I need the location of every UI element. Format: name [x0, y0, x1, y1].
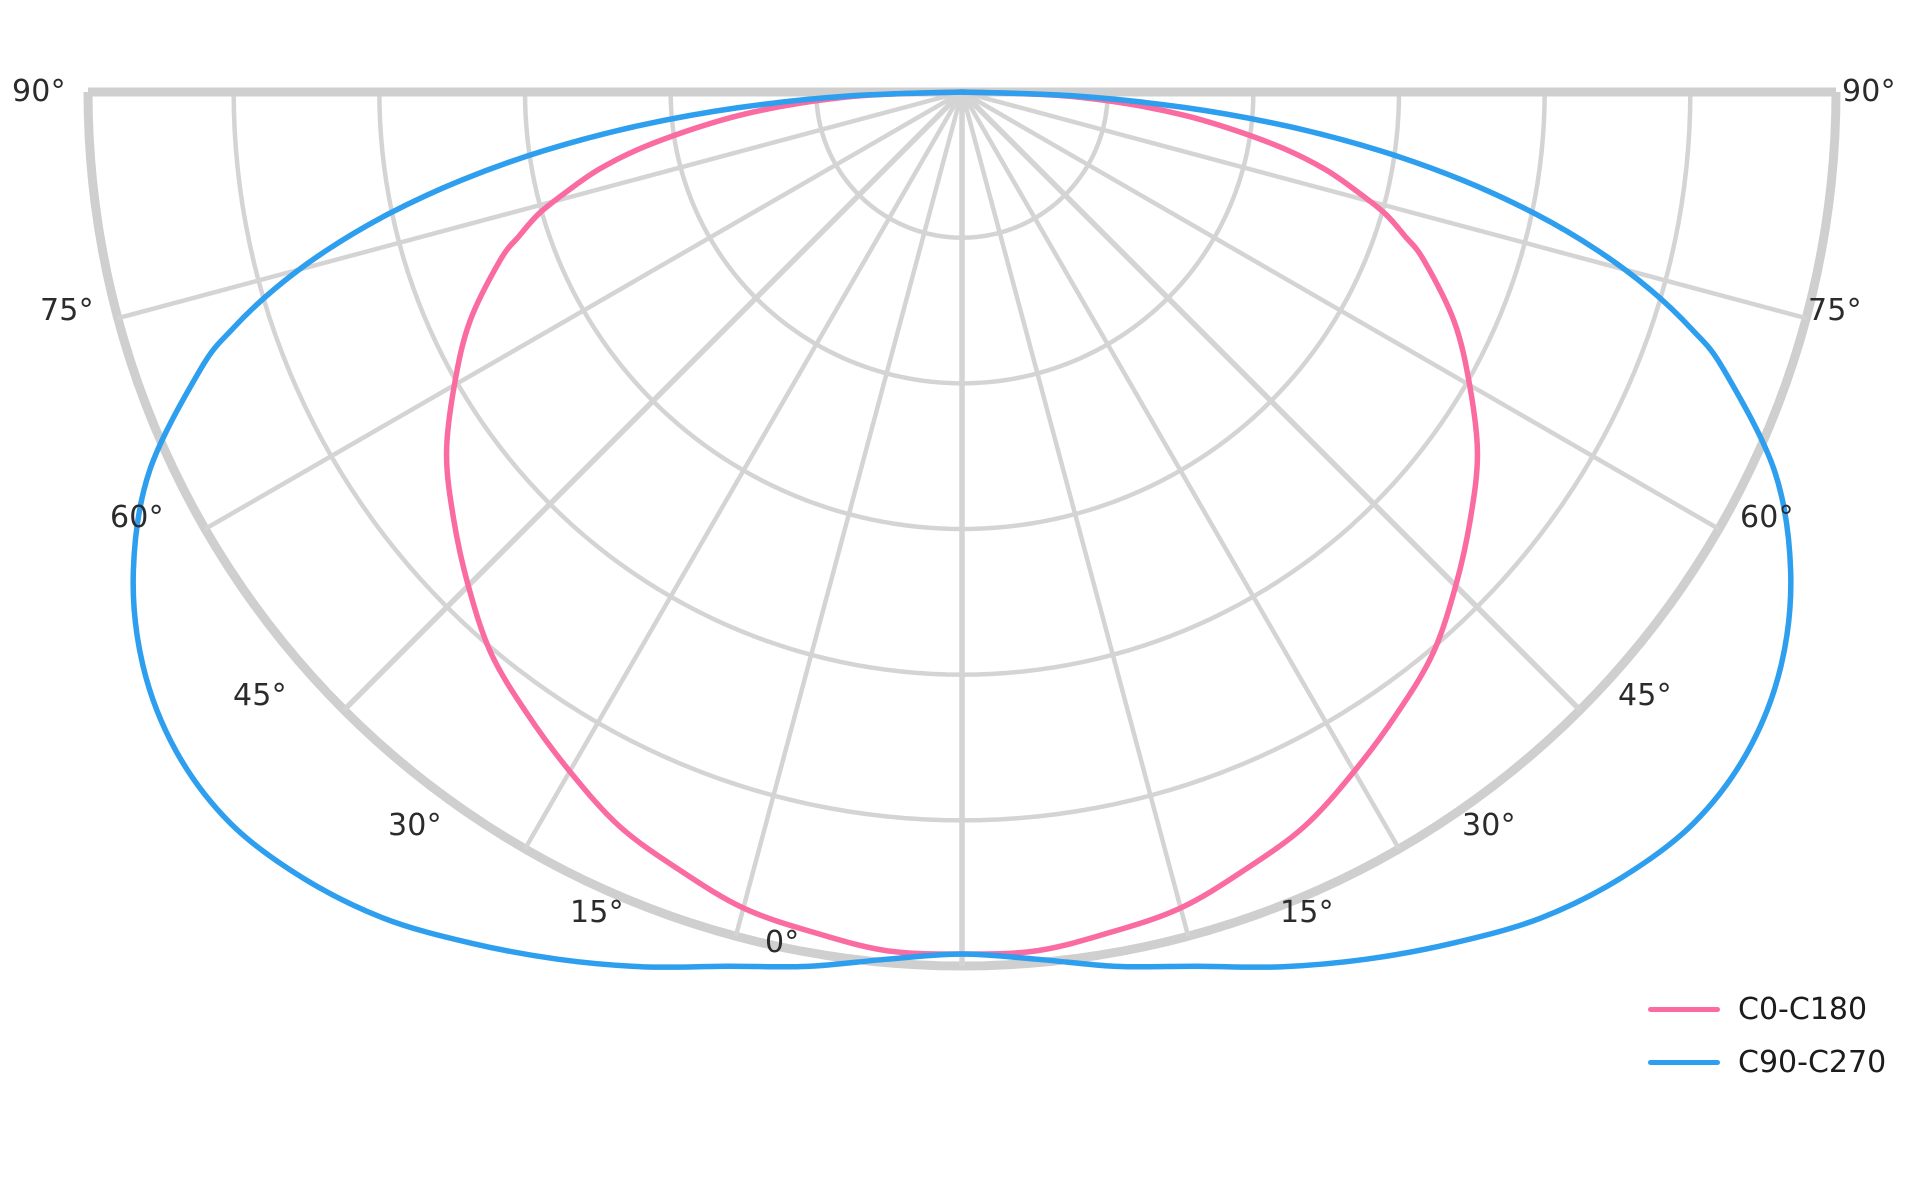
angle-tick-label-right-75: 75° — [1808, 293, 1862, 328]
angle-tick-label-left-15: 15° — [570, 895, 624, 930]
legend-item-c0-c180[interactable]: C0-C180 — [1648, 992, 1886, 1027]
angle-tick-label-left-75: 75° — [40, 293, 94, 328]
legend-swatch-icon — [1648, 1007, 1720, 1012]
legend-swatch-icon — [1648, 1060, 1720, 1065]
legend-label: C90-C270 — [1738, 1045, 1887, 1080]
grid-spoke--60 — [203, 90, 964, 531]
grid-spoke--75 — [117, 89, 963, 321]
legend-label: C0-C180 — [1738, 992, 1868, 1027]
legend-item-c90-c270[interactable]: C90-C270 — [1648, 1045, 1886, 1080]
polar-grid-layer — [83, 87, 1841, 971]
angle-tick-label-right-45: 45° — [1618, 678, 1672, 713]
grid-spoke-75 — [961, 89, 1807, 321]
grid-spoke-60 — [960, 90, 1721, 531]
grid-spoke-15 — [959, 91, 1191, 937]
grid-spoke--30 — [523, 90, 964, 851]
angle-tick-label-left-30: 30° — [388, 808, 442, 843]
angle-tick-label-right-15: 15° — [1280, 895, 1334, 930]
angle-tick-label-left-60: 60° — [110, 500, 164, 535]
polar-series-layer — [130, 89, 1794, 970]
grid-spoke-30 — [960, 90, 1401, 851]
chart-legend: C0-C180 C90-C270 — [1648, 992, 1886, 1080]
series-curve-c90-c270 — [130, 89, 1794, 970]
grid-spoke--45 — [342, 90, 964, 712]
angle-tick-label-left-0: 0° — [765, 925, 800, 960]
angle-tick-label-right-90: 90° — [1842, 74, 1896, 109]
grid-spoke-45 — [960, 90, 1582, 712]
angle-tick-label-left-45: 45° — [233, 678, 287, 713]
angle-tick-label-left-90: 90° — [12, 74, 66, 109]
grid-spoke--15 — [733, 91, 965, 937]
angle-tick-label-right-60: 60° — [1740, 500, 1794, 535]
angle-tick-label-right-30: 30° — [1462, 808, 1516, 843]
